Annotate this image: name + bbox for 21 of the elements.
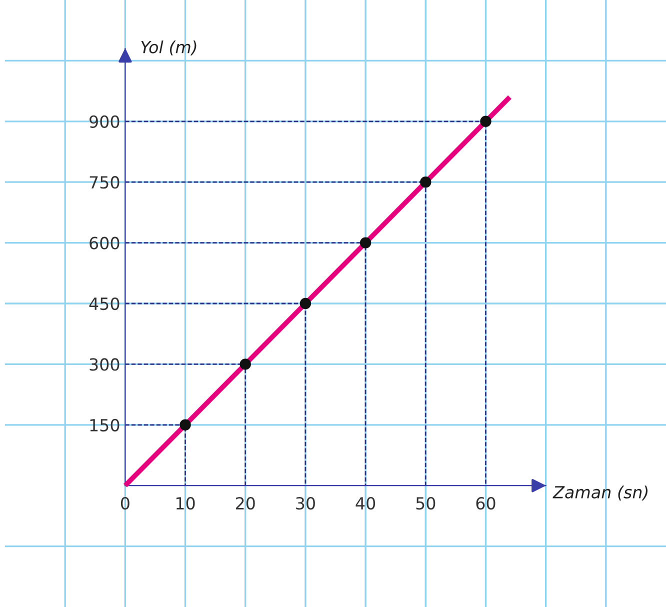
x-tick-label: 20 — [236, 497, 255, 510]
x-tick-label: 10 — [176, 497, 195, 510]
x-tick-label: 30 — [296, 497, 315, 510]
point — [480, 116, 492, 128]
point — [300, 298, 312, 310]
y-tick-label: 750 — [90, 176, 120, 189]
x-tick-label: 50 — [416, 497, 436, 510]
y-tick-label: 150 — [90, 418, 120, 432]
x-tick-label: 60 — [476, 497, 496, 510]
y-tick-label: 450 — [89, 297, 120, 310]
point — [420, 176, 432, 188]
x-axis-title: Zaman (sn) — [552, 486, 648, 500]
x-tick-label: 40 — [356, 497, 376, 510]
y-tick-label: 600 — [90, 236, 120, 250]
y-axis-title: Yol (m) — [141, 40, 196, 56]
x-tick-label: 0 — [120, 497, 130, 510]
point — [180, 419, 191, 431]
point — [240, 358, 251, 370]
y-tick-label: 300 — [90, 358, 120, 371]
point — [360, 237, 372, 248]
y-tick-label: 900 — [90, 115, 120, 128]
